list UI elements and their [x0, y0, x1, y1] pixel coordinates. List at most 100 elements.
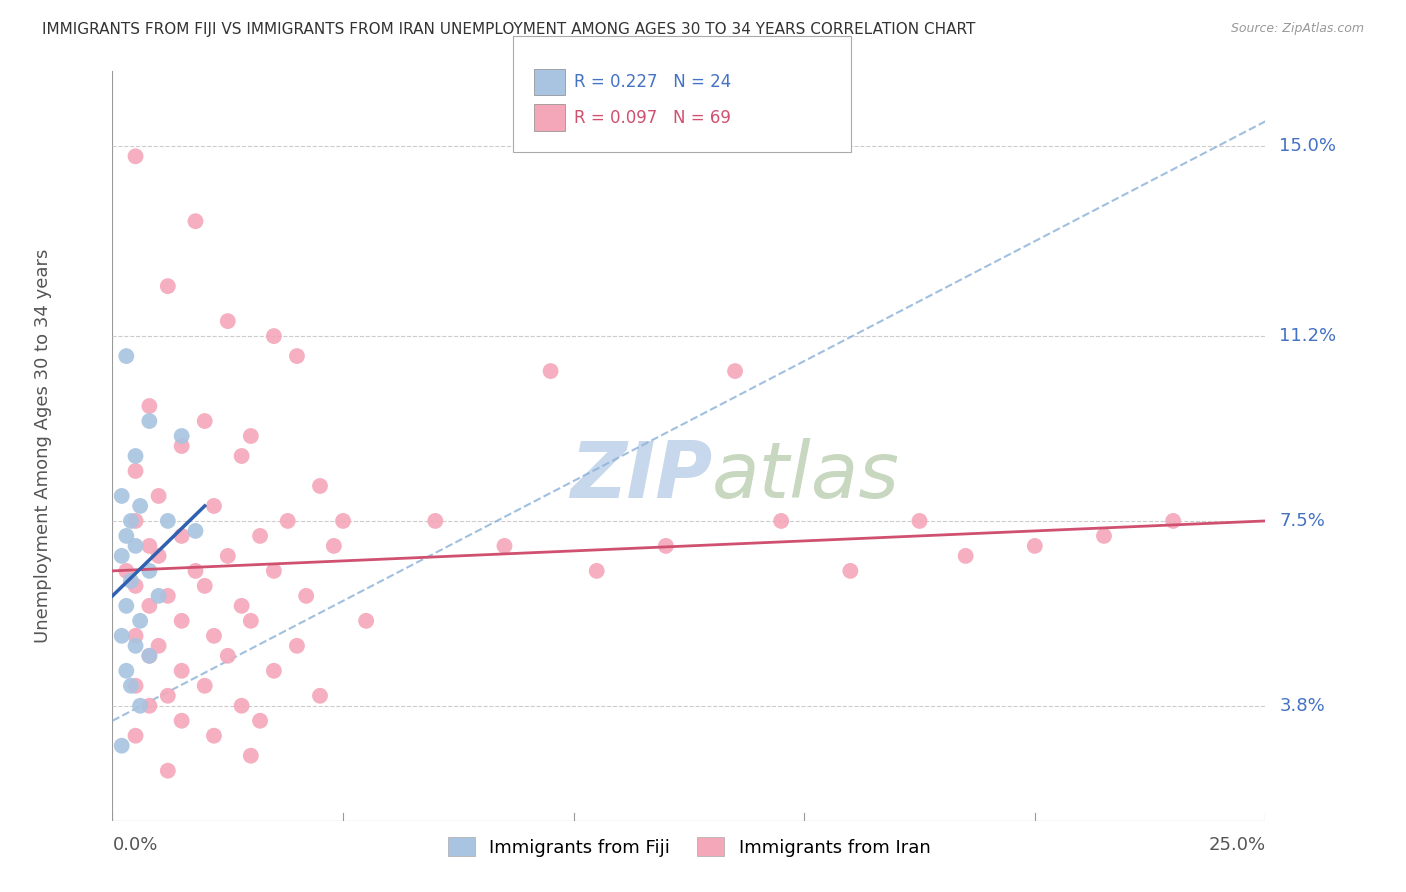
Point	[655, 539, 678, 553]
Point	[148, 589, 170, 603]
Point	[1092, 529, 1115, 543]
Point	[249, 714, 271, 728]
Point	[908, 514, 931, 528]
Point	[124, 639, 146, 653]
Point	[239, 614, 262, 628]
Point	[124, 464, 146, 478]
Point	[170, 614, 193, 628]
Point	[138, 599, 160, 613]
Point	[148, 549, 170, 563]
Point	[156, 514, 179, 528]
Point	[138, 698, 160, 713]
Point	[202, 729, 225, 743]
Point	[156, 764, 179, 778]
Point	[156, 589, 179, 603]
Text: atlas: atlas	[711, 438, 900, 514]
Point	[239, 748, 262, 763]
Point	[156, 689, 179, 703]
Point	[332, 514, 354, 528]
Text: 7.5%: 7.5%	[1279, 512, 1324, 530]
Point	[217, 648, 239, 663]
Point	[170, 664, 193, 678]
Point	[1024, 539, 1046, 553]
Point	[124, 539, 146, 553]
Point	[184, 524, 207, 538]
Point	[115, 349, 138, 363]
Point	[309, 689, 332, 703]
Point	[263, 664, 285, 678]
Legend: Immigrants from Fiji, Immigrants from Iran: Immigrants from Fiji, Immigrants from Ir…	[440, 830, 938, 864]
Point	[194, 414, 217, 428]
Point	[124, 679, 146, 693]
Point	[217, 314, 239, 328]
Point	[231, 698, 253, 713]
Point	[239, 429, 262, 443]
Point	[120, 574, 142, 588]
Point	[277, 514, 299, 528]
Point	[129, 499, 152, 513]
Text: IMMIGRANTS FROM FIJI VS IMMIGRANTS FROM IRAN UNEMPLOYMENT AMONG AGES 30 TO 34 YE: IMMIGRANTS FROM FIJI VS IMMIGRANTS FROM …	[42, 22, 976, 37]
Point	[184, 564, 207, 578]
Point	[115, 664, 138, 678]
Text: R = 0.097   N = 69: R = 0.097 N = 69	[574, 109, 731, 127]
Point	[285, 639, 308, 653]
Point	[202, 499, 225, 513]
Point	[124, 579, 146, 593]
Point	[138, 648, 160, 663]
Point	[194, 679, 217, 693]
Point	[955, 549, 977, 563]
Point	[231, 599, 253, 613]
Point	[309, 479, 332, 493]
Point	[115, 564, 138, 578]
Point	[724, 364, 747, 378]
Point	[170, 429, 193, 443]
Point	[148, 639, 170, 653]
Point	[202, 629, 225, 643]
Point	[354, 614, 377, 628]
Point	[120, 514, 142, 528]
Text: 11.2%: 11.2%	[1279, 327, 1336, 345]
Point	[138, 564, 160, 578]
Point	[194, 579, 217, 593]
Point	[156, 279, 179, 293]
Point	[111, 739, 134, 753]
Point	[170, 714, 193, 728]
Point	[124, 149, 146, 163]
Text: 0.0%: 0.0%	[112, 836, 157, 854]
Point	[263, 564, 285, 578]
Point	[770, 514, 793, 528]
Text: 25.0%: 25.0%	[1208, 836, 1265, 854]
Point	[263, 329, 285, 343]
Point	[111, 549, 134, 563]
Point	[231, 449, 253, 463]
Point	[249, 529, 271, 543]
Point	[138, 414, 160, 428]
Point	[170, 439, 193, 453]
Point	[115, 599, 138, 613]
Point	[322, 539, 344, 553]
Point	[585, 564, 607, 578]
Point	[148, 489, 170, 503]
Text: 3.8%: 3.8%	[1279, 697, 1324, 714]
Point	[124, 514, 146, 528]
Text: R = 0.227   N = 24: R = 0.227 N = 24	[574, 73, 731, 91]
Point	[295, 589, 318, 603]
Text: ZIP: ZIP	[569, 438, 711, 514]
Point	[184, 214, 207, 228]
Point	[124, 449, 146, 463]
Point	[170, 529, 193, 543]
Point	[138, 399, 160, 413]
Point	[138, 648, 160, 663]
Point	[111, 629, 134, 643]
Point	[124, 729, 146, 743]
Text: Source: ZipAtlas.com: Source: ZipAtlas.com	[1230, 22, 1364, 36]
Point	[425, 514, 447, 528]
Point	[217, 549, 239, 563]
Point	[115, 529, 138, 543]
Point	[124, 629, 146, 643]
Point	[129, 614, 152, 628]
Point	[111, 489, 134, 503]
Text: 15.0%: 15.0%	[1279, 137, 1336, 155]
Point	[494, 539, 516, 553]
Point	[120, 679, 142, 693]
